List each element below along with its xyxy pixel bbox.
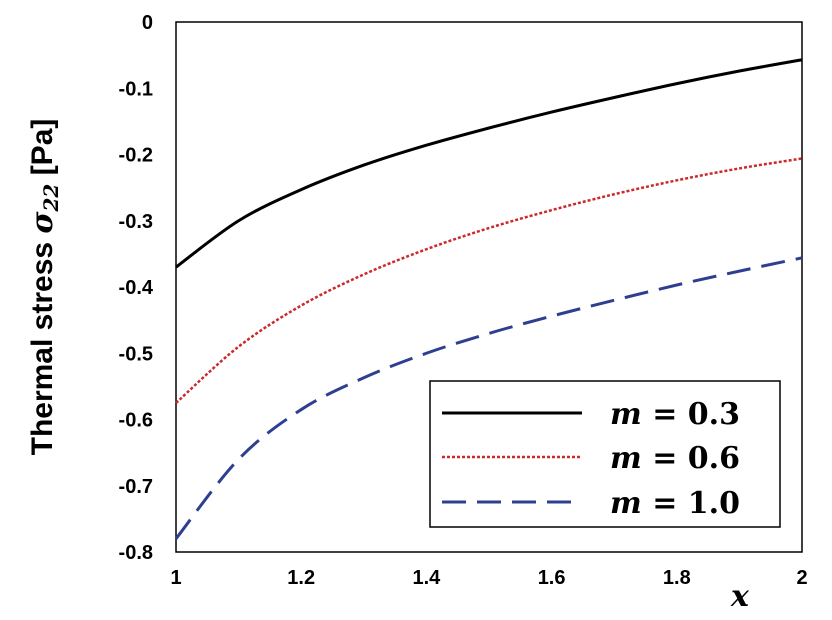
legend: m = 0.3 m = 0.6 m = 1.0 [429,380,781,528]
series-line [174,256,803,540]
y-tick-label: -0.2 [119,145,153,167]
x-tick-label: 2 [796,567,807,589]
y-tick-label: -0.1 [119,78,153,100]
y-tick-label: -0.7 [119,476,153,498]
y-tick-label: -0.5 [119,343,153,365]
y-tick-label: -0.6 [119,410,153,432]
y-tick-label: -0.4 [119,277,154,299]
x-tick-label: 1 [170,567,181,589]
y-axis: 0 -0.1 -0.2 -0.3 -0.4 -0.5 -0.6 -0.7 -0.8 [119,12,154,564]
y-axis-title: Thermal stress σ22 [Pa] [25,119,63,456]
x-tick-label: 1.2 [287,567,315,589]
y-tick-label: 0 [142,12,153,34]
legend-label: m = 0.3 [610,397,740,432]
series-line [175,157,803,404]
legend-label: m = 1.0 [610,486,740,521]
series-lines [174,58,803,540]
x-tick-label: 1.6 [538,567,566,589]
x-tick-label: 1.8 [663,567,691,589]
series-line [175,58,803,269]
x-tick-label: 1.4 [412,567,441,589]
y-tick-label: -0.3 [119,211,153,233]
legend-label: m = 0.6 [610,441,740,476]
x-axis-title: x [730,579,750,614]
x-axis: 1 1.2 1.4 1.6 1.8 2 [170,567,807,589]
y-tick-label: -0.8 [119,542,153,564]
